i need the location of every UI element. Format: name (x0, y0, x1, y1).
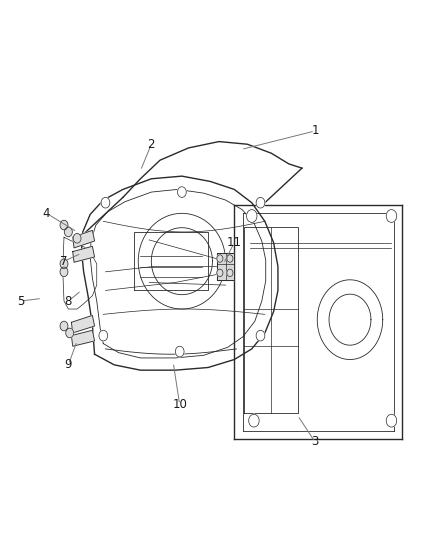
Text: 11: 11 (227, 236, 242, 249)
Circle shape (64, 227, 72, 237)
Text: 8: 8 (65, 295, 72, 308)
Circle shape (99, 330, 108, 341)
Text: 1: 1 (311, 124, 319, 138)
Circle shape (66, 328, 74, 338)
Text: 9: 9 (65, 358, 72, 372)
Polygon shape (71, 330, 95, 346)
Circle shape (249, 414, 259, 427)
Polygon shape (217, 253, 234, 280)
Circle shape (386, 414, 397, 427)
Circle shape (256, 330, 265, 341)
Text: 10: 10 (172, 398, 187, 411)
Polygon shape (71, 316, 95, 333)
Circle shape (101, 197, 110, 208)
Text: 3: 3 (311, 435, 319, 448)
Circle shape (227, 269, 233, 277)
Circle shape (227, 255, 233, 262)
Circle shape (177, 187, 186, 197)
Text: 2: 2 (148, 138, 155, 151)
Circle shape (60, 220, 68, 230)
Circle shape (217, 255, 223, 262)
Text: 7: 7 (60, 255, 68, 268)
Polygon shape (73, 246, 95, 262)
Circle shape (175, 346, 184, 357)
Text: 4: 4 (43, 207, 50, 220)
Circle shape (247, 209, 257, 222)
Circle shape (60, 267, 68, 277)
Circle shape (60, 259, 68, 269)
Circle shape (217, 269, 223, 277)
Circle shape (256, 197, 265, 208)
Circle shape (73, 233, 81, 243)
Text: 5: 5 (17, 295, 24, 308)
Polygon shape (73, 230, 95, 248)
Circle shape (386, 209, 397, 222)
Circle shape (60, 321, 68, 331)
